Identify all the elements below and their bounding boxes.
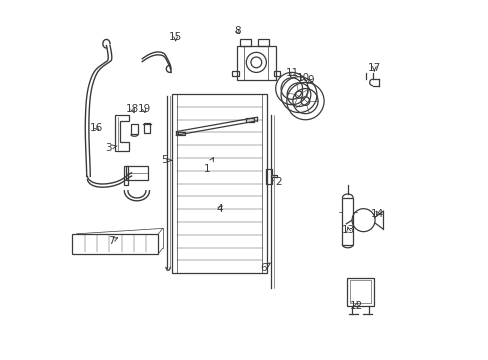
Text: 17: 17 [367,63,380,73]
Text: 2: 2 [271,177,281,187]
Text: 15: 15 [169,32,182,42]
Bar [131,124,138,134]
Text: 3: 3 [105,143,117,153]
Text: 7: 7 [107,236,117,246]
Text: 12: 12 [349,301,362,311]
Text: 18: 18 [126,104,139,114]
Text: 1: 1 [203,158,213,174]
Bar [273,71,280,76]
Bar [126,166,147,180]
Bar [258,39,268,45]
Text: 8: 8 [234,26,240,36]
Text: 13: 13 [341,225,354,235]
Text: 11: 11 [285,68,299,78]
Bar [178,132,185,135]
Text: 16: 16 [90,123,103,133]
Bar [172,94,266,273]
Text: 5: 5 [161,155,171,165]
Bar [236,45,276,80]
Bar [232,71,238,76]
Bar [240,39,250,45]
Bar [144,123,149,134]
Text: 9: 9 [307,75,313,85]
Text: 14: 14 [370,209,384,219]
Text: 6: 6 [259,263,270,273]
Text: 10: 10 [296,73,309,83]
Bar [342,198,352,244]
Bar [349,280,370,303]
Bar [124,166,128,185]
Text: 19: 19 [137,104,150,114]
Text: 4: 4 [216,204,222,214]
Bar [246,118,254,122]
